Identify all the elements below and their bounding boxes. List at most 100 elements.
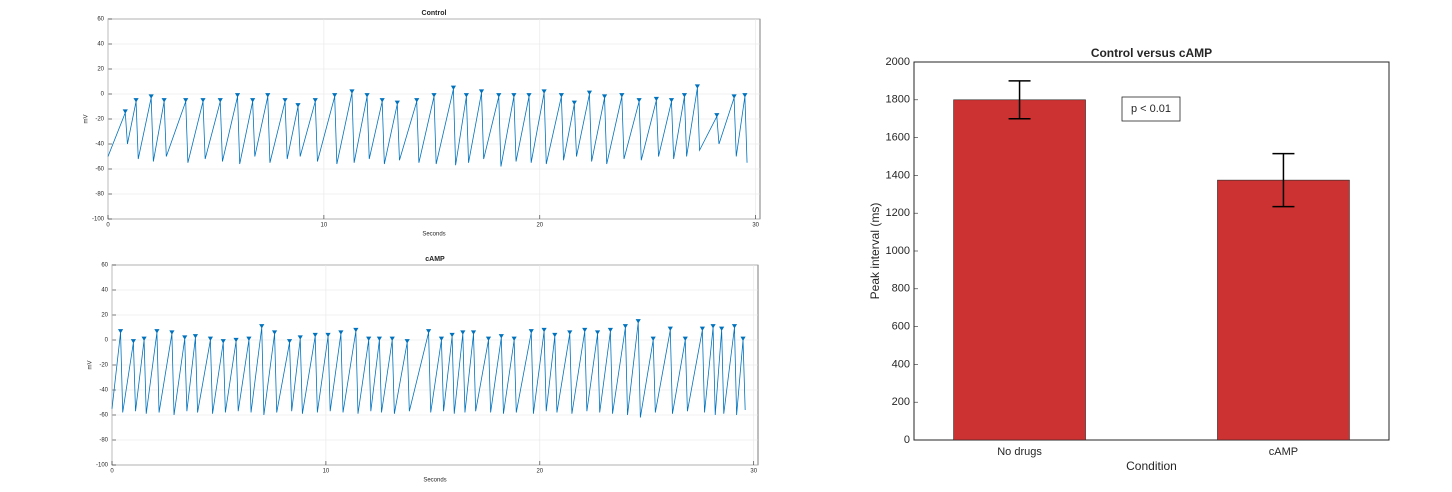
peak-marker [376,336,382,341]
peak-marker [601,94,608,99]
y-tick-label: 1200 [886,207,910,219]
peak-marker [338,330,344,335]
peak-marker [265,93,271,98]
bar [1217,179,1350,441]
y-tick-label: 600 [892,321,910,333]
peak-marker [271,330,278,335]
y-tick-label: -80 [99,438,108,444]
x-tick-label: 0 [110,469,114,475]
y-tick-label: 40 [101,288,108,294]
peak-marker [141,336,147,341]
peak-marker [404,339,410,344]
peak-marker [731,94,737,99]
peak-marker [182,335,188,340]
x-tick-label: 0 [106,223,110,229]
peak-marker [207,336,213,341]
y-tick-label: 2000 [886,56,910,68]
peak-marker [259,324,265,329]
peak-marker [731,324,738,329]
peak-marker [117,329,124,334]
peak-marker [425,329,432,334]
peak-marker [607,327,614,333]
y-tick-label: -60 [95,167,104,173]
x-axis-label: Condition [1126,459,1177,473]
peak-marker [234,93,241,98]
peak-marker [742,93,748,98]
y-tick-label: 1000 [886,245,910,257]
y-tick-label: 20 [97,67,104,73]
peak-marker [366,336,372,341]
peak-marker [389,336,395,341]
x-tick-label: 10 [323,469,330,475]
peak-marker [567,330,573,335]
chart-title: cAMP [425,256,445,263]
y-tick-label: 0 [101,92,105,98]
peak-marker [286,339,293,344]
peak-marker [450,85,457,90]
peak-marker [438,336,445,341]
peak-marker [133,98,139,103]
peak-marker [526,93,532,98]
peak-marker [622,324,628,329]
bar [953,99,1086,441]
y-tick-label: -40 [99,388,108,394]
peak-marker [233,337,239,343]
peak-marker [667,326,673,331]
peak-marker [571,100,577,105]
peak-marker [740,336,746,341]
peak-marker [282,98,288,103]
x-tick-label: No drugs [997,446,1042,458]
peak-marker [414,98,420,103]
y-tick-label: -40 [95,142,104,148]
chart-title: Control versus cAMP [1091,46,1212,60]
peak-marker [217,98,223,103]
y-tick-label: -20 [99,363,108,369]
x-axis-label: Seconds [422,232,445,238]
peak-marker [511,93,517,98]
peak-marker [485,336,492,341]
peak-marker [192,334,199,339]
peak-marker [619,93,625,98]
error-bar [1272,152,1295,208]
trace-line [107,87,748,167]
x-tick-label: 10 [321,223,328,229]
y-tick-label: 800 [892,283,910,295]
y-tick-label: 0 [105,338,109,344]
peak-marker [541,327,547,333]
peak-marker [148,94,154,99]
peak-marker [353,327,359,333]
x-tick-label: 20 [536,223,543,229]
peak-marker [449,332,455,338]
x-tick-label: 30 [750,469,757,475]
peak-marker [552,332,558,338]
peak-marker [668,98,675,103]
peak-marker [332,93,338,98]
peak-marker [586,90,593,95]
y-tick-label: 60 [101,263,108,269]
peak-marker [541,89,547,94]
peak-marker [719,326,725,331]
peak-marker [558,93,564,98]
error-bar [1008,80,1031,120]
trace-line [111,322,746,418]
chart-title: Control [422,10,447,17]
y-tick-label: 0 [904,434,910,446]
peak-marker [478,89,485,94]
annotation-box [1121,96,1181,122]
y-tick-label: -20 [95,117,104,123]
x-tick-label: 20 [536,469,543,475]
y-axis-label: mV [84,115,90,124]
peak-marker [349,89,355,94]
peak-marker [714,113,720,118]
x-tick-label: 30 [752,223,759,229]
peak-marker [710,324,716,329]
peak-marker [699,326,705,331]
peak-marker [325,332,331,338]
peak-marker [635,319,641,324]
y-tick-label: 200 [892,396,910,408]
x-tick-label: cAMP [1269,446,1298,458]
peak-marker [694,84,700,89]
peak-marker [682,336,688,341]
